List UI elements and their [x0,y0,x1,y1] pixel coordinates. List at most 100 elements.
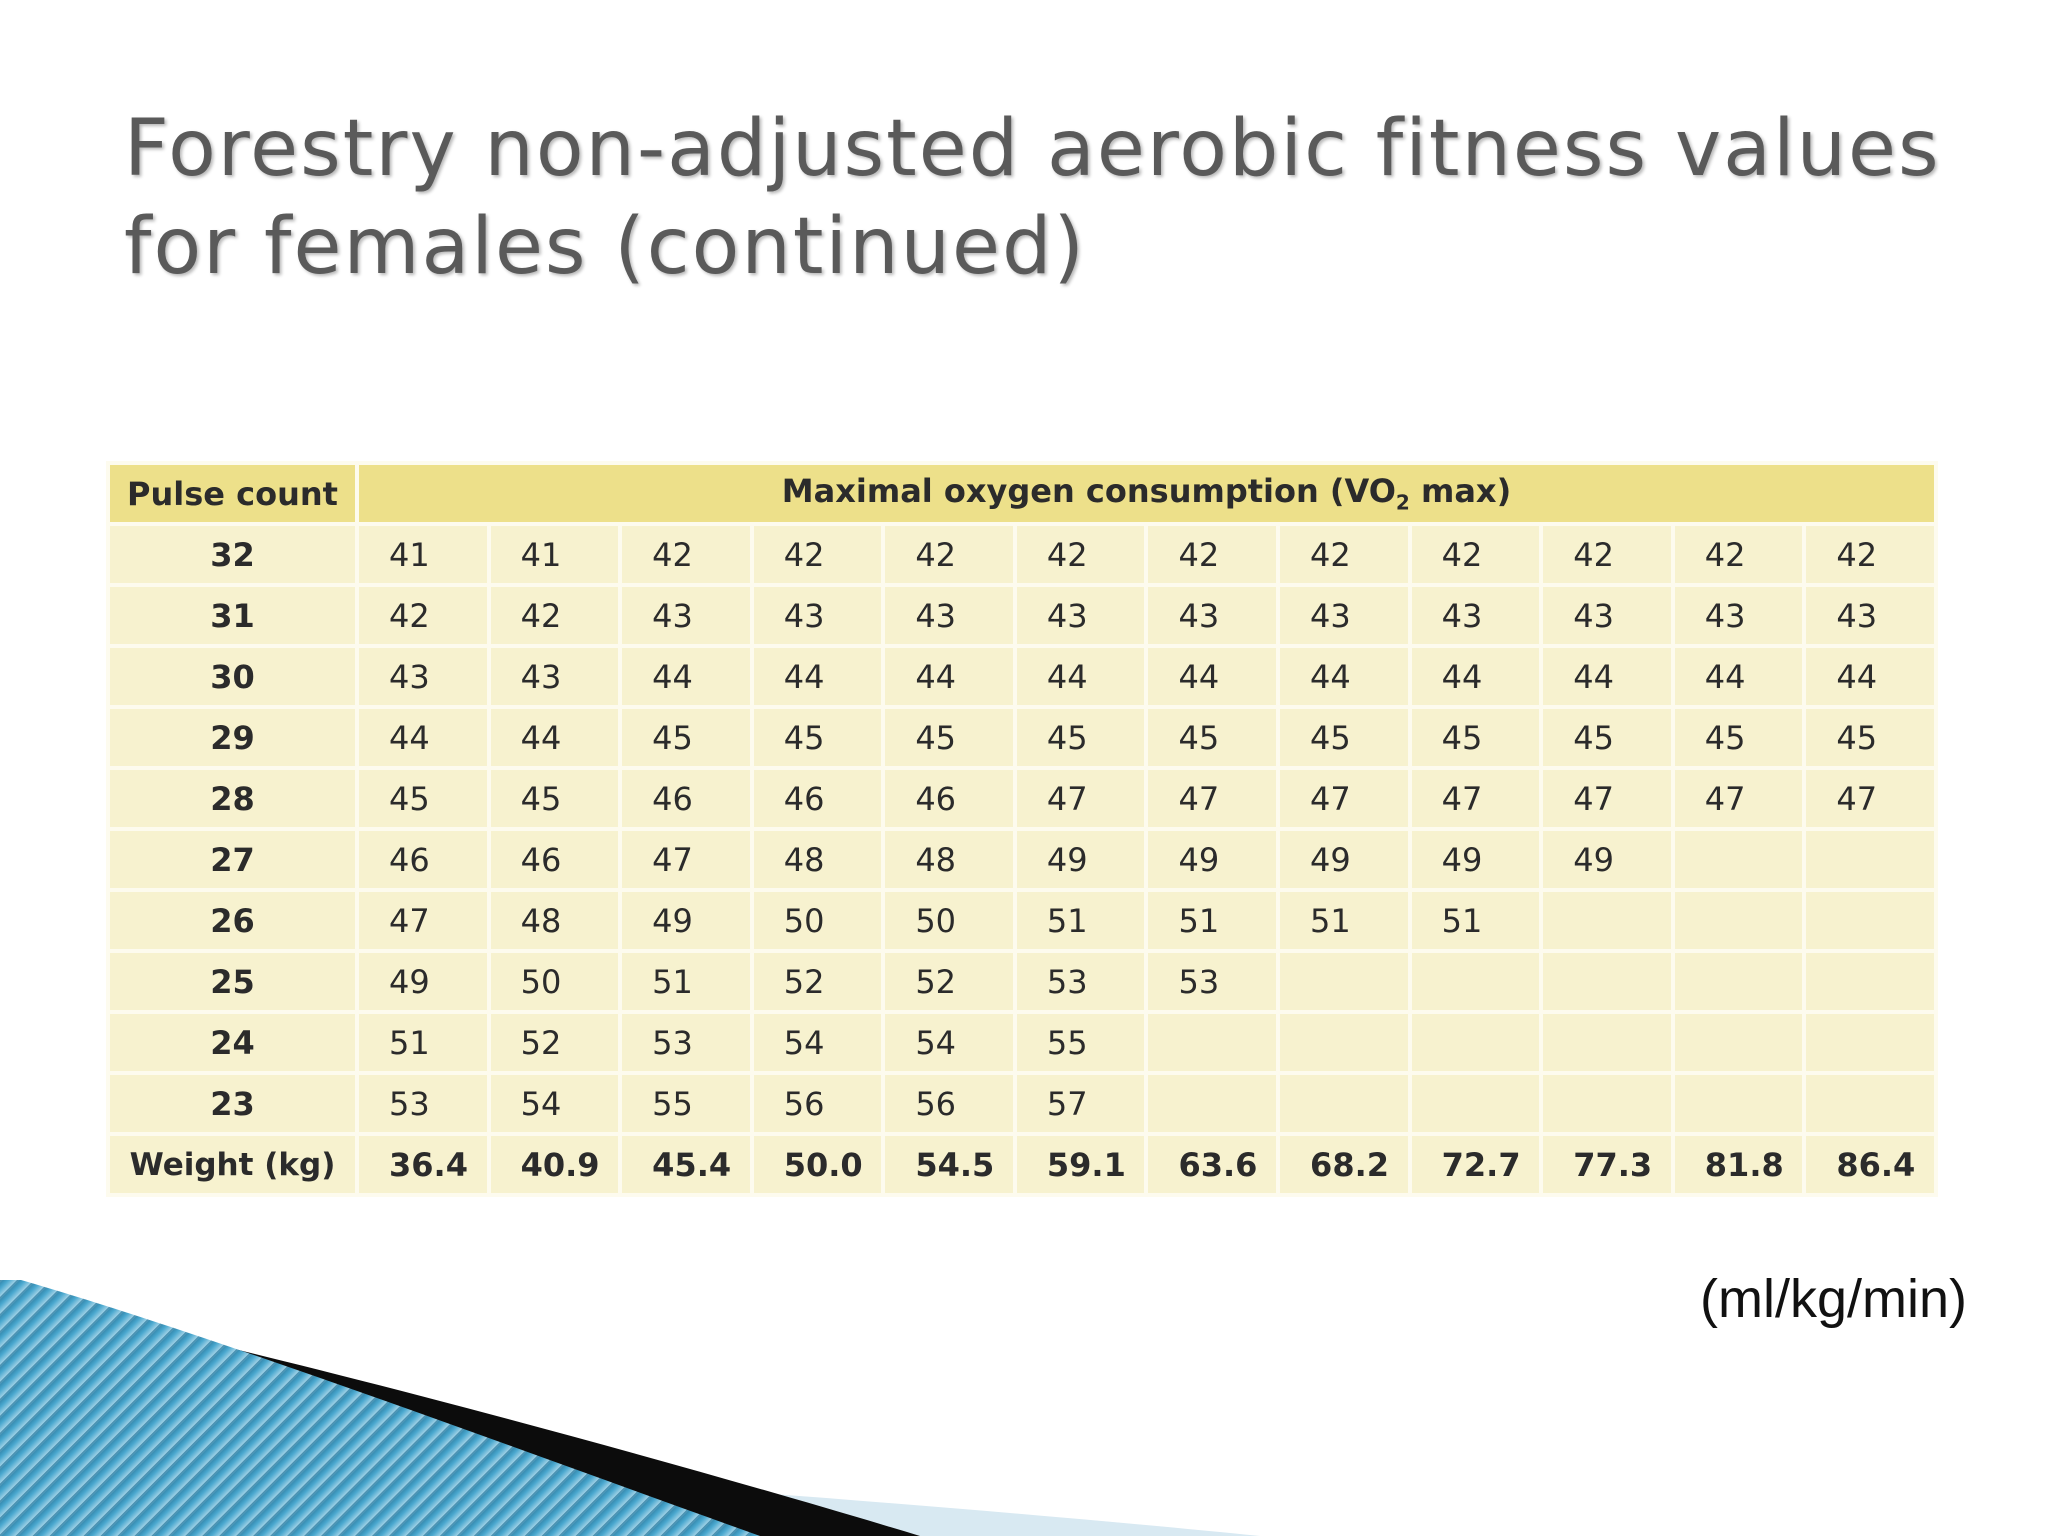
vo2-value-cell: 56 [885,1075,1013,1132]
weight-value-cell: 77.3 [1543,1136,1671,1193]
weight-value-cell: 86.4 [1806,1136,1934,1193]
vo2-value-cell: 51 [1280,892,1408,949]
vo2-value-cell: 44 [359,709,487,766]
vo2-value-cell: 44 [1806,648,1934,705]
table-row: 23 53 54 55 56 56 57 [110,1075,1934,1132]
vo2-value-cell: 46 [359,831,487,888]
pulse-count-cell: 28 [110,770,355,827]
weight-value-cell: 54.5 [885,1136,1013,1193]
vo2-value-cell: 43 [1806,587,1934,644]
vo2-value-cell: 42 [753,526,882,583]
vo2-value-cell: 46 [622,770,750,827]
vo2-value-cell: 45 [1674,709,1803,766]
vo2-value-cell: 51 [1148,892,1277,949]
vo2-value-cell: 49 [1148,831,1277,888]
vo2-value-cell [1280,1075,1408,1132]
pulse-count-cell: 23 [110,1075,355,1132]
vo2-value-cell: 43 [1411,587,1540,644]
weight-value-cell: 40.9 [490,1136,619,1193]
vo2-value-cell: 47 [359,892,487,949]
vo2-value-cell: 43 [622,587,750,644]
vo2-value-cell: 47 [1280,770,1408,827]
vo2-value-cell: 43 [885,587,1013,644]
vo2-value-cell: 47 [1016,770,1145,827]
weight-label-cell: Weight (kg) [110,1136,355,1193]
vo2-value-cell: 51 [1016,892,1145,949]
vo2-value-cell: 42 [1543,526,1671,583]
vo2-value-cell: 51 [359,1014,487,1071]
vo2-value-cell: 42 [490,587,619,644]
pulse-count-cell: 27 [110,831,355,888]
vo2-value-cell: 41 [490,526,619,583]
vo2-value-cell: 53 [622,1014,750,1071]
vo2-value-cell: 52 [490,1014,619,1071]
vo2-value-cell: 54 [753,1014,882,1071]
vo2-value-cell: 44 [1016,648,1145,705]
vo2-value-cell [1674,1075,1803,1132]
vo2-value-cell: 48 [490,892,619,949]
pulse-count-header: Pulse count [110,465,355,522]
vo2-value-cell: 46 [753,770,882,827]
vo2-value-cell [1148,1014,1277,1071]
vo2-value-cell [1806,892,1934,949]
weight-value-cell: 81.8 [1674,1136,1803,1193]
vo2-value-cell [1674,892,1803,949]
table-row: 24 51 52 53 54 54 55 [110,1014,1934,1071]
vo2-value-cell: 43 [359,648,487,705]
weight-value-cell: 72.7 [1411,1136,1540,1193]
vo2-value-cell: 49 [359,953,487,1010]
vo2-value-cell: 50 [490,953,619,1010]
table-body: 32 41 41 42 42 42 42 42 42 42 42 42 42 31 42 42 43 43 43 43… [110,526,1934,1193]
table-row: 28 45 45 46 46 46 47 47 47 47 47 47 47 [110,770,1934,827]
vo2-header-suffix: max) [1409,472,1512,511]
vo2-value-cell: 49 [622,892,750,949]
slide-title: Forestry non-adjusted aerobic fitness va… [124,100,1944,296]
vo2-value-cell: 54 [490,1075,619,1132]
vo2-value-cell: 48 [885,831,1013,888]
table-row: 30 43 43 44 44 44 44 44 44 44 44 44 44 [110,648,1934,705]
vo2-value-cell: 45 [1543,709,1671,766]
vo2-value-cell: 42 [1280,526,1408,583]
vo2-value-cell [1806,953,1934,1010]
vo2-value-cell: 42 [1674,526,1803,583]
vo2-value-cell: 45 [1016,709,1145,766]
vo2-value-cell: 42 [885,526,1013,583]
vo2-value-cell [1674,953,1803,1010]
vo2-value-cell: 43 [1280,587,1408,644]
pulse-count-cell: 32 [110,526,355,583]
vo2-value-cell: 44 [622,648,750,705]
vo2-value-cell: 50 [885,892,1013,949]
vo2-value-cell [1148,1075,1277,1132]
weight-value-cell: 59.1 [1016,1136,1145,1193]
vo2-value-cell: 42 [1806,526,1934,583]
vo2-value-cell [1280,1014,1408,1071]
vo2-value-cell: 47 [1148,770,1277,827]
pulse-count-cell: 30 [110,648,355,705]
vo2-max-table: Pulse count Maximal oxygen consumption (… [106,461,1938,1197]
vo2-value-cell: 57 [1016,1075,1145,1132]
vo2-value-cell: 44 [1543,648,1671,705]
vo2-value-cell: 43 [1016,587,1145,644]
vo2-value-cell [1280,953,1408,1010]
vo2-value-cell: 49 [1411,831,1540,888]
vo2-value-cell: 56 [753,1075,882,1132]
pulse-count-cell: 31 [110,587,355,644]
vo2-value-cell: 41 [359,526,487,583]
pulse-count-cell: 29 [110,709,355,766]
pulse-count-cell: 25 [110,953,355,1010]
vo2-value-cell: 50 [753,892,882,949]
vo2-value-cell: 45 [622,709,750,766]
vo2-value-cell: 42 [1016,526,1145,583]
vo2-value-cell: 51 [622,953,750,1010]
vo2-value-cell: 55 [622,1075,750,1132]
vo2-value-cell: 46 [885,770,1013,827]
table-row: 27 46 46 47 48 48 49 49 49 49 49 [110,831,1934,888]
vo2-value-cell: 45 [359,770,487,827]
vo2-value-cell: 53 [1016,953,1145,1010]
vo2-value-cell: 44 [885,648,1013,705]
vo2-value-cell: 47 [1543,770,1671,827]
vo2-value-cell: 42 [622,526,750,583]
vo2-value-cell: 44 [753,648,882,705]
weight-value-cell: 45.4 [622,1136,750,1193]
vo2-value-cell: 49 [1280,831,1408,888]
